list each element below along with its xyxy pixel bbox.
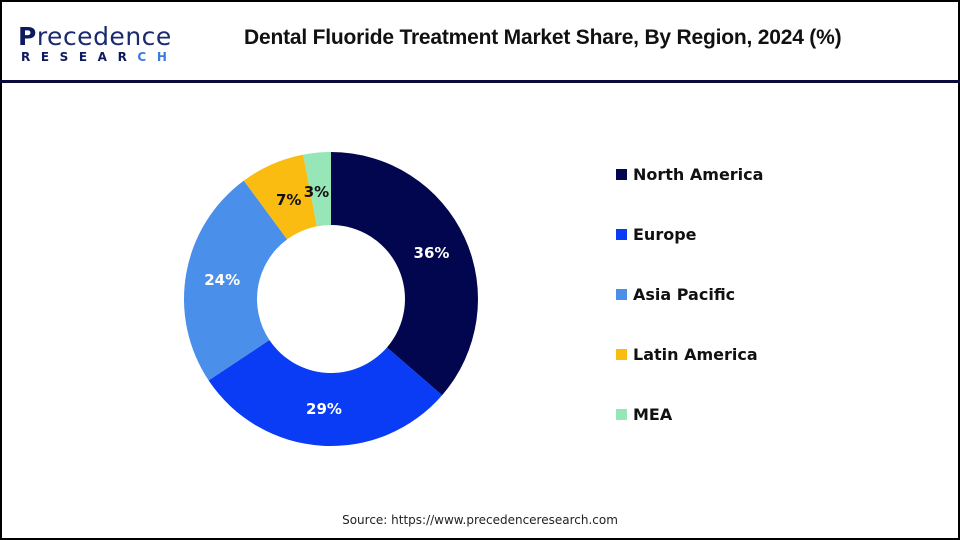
donut-slice-europe: [208, 339, 443, 446]
donut-slice-mea: [303, 152, 331, 227]
donut-chart: [184, 152, 478, 446]
logo-initial: P: [18, 22, 37, 51]
donut-slice-latin-america: [243, 154, 317, 240]
logo-word: recedence: [36, 22, 172, 51]
legend-swatch: [616, 229, 627, 240]
legend-item-mea: MEA: [616, 405, 672, 424]
slice-label-north-america: 36%: [413, 244, 450, 263]
legend-item-asia-pacific: Asia Pacific: [616, 285, 735, 304]
legend-swatch: [616, 409, 627, 420]
slice-label-latin-america: 7%: [275, 190, 302, 209]
legend-label: Europe: [633, 225, 697, 244]
header-divider: [0, 80, 960, 83]
donut-slice-asia-pacific: [184, 180, 288, 381]
legend-label: MEA: [633, 405, 673, 424]
legend-swatch: [616, 289, 627, 300]
legend-swatch: [616, 349, 627, 360]
legend-label: Asia Pacific: [633, 285, 736, 304]
logo-wordmark: Precedence: [18, 24, 172, 50]
logo-subtitle: RESEARCH: [21, 50, 177, 64]
legend-item-europe: Europe: [616, 225, 697, 244]
slice-label-asia-pacific: 24%: [204, 270, 241, 289]
legend-item-latin-america: Latin America: [616, 345, 758, 364]
slice-label-europe: 29%: [306, 400, 342, 419]
chart-title: Dental Fluoride Treatment Market Share, …: [244, 26, 842, 49]
slice-label-mea: 3%: [303, 183, 330, 201]
legend-swatch: [616, 169, 627, 180]
logo-subtitle-accent: CH: [137, 50, 178, 64]
slice-labels: 36% 29% 24% 7% 3%: [180, 150, 490, 460]
logo-subtitle-main: RESEAR: [21, 50, 138, 64]
legend-label: Latin America: [633, 345, 758, 364]
legend-item-north-america: North America: [616, 165, 763, 184]
donut-slice-north-america: [331, 152, 478, 396]
source-note: Source: https://www.precedenceresearch.c…: [342, 513, 618, 527]
legend-label: North America: [633, 165, 764, 184]
precedence-research-logo: Precedence RESEARCH: [18, 24, 171, 65]
